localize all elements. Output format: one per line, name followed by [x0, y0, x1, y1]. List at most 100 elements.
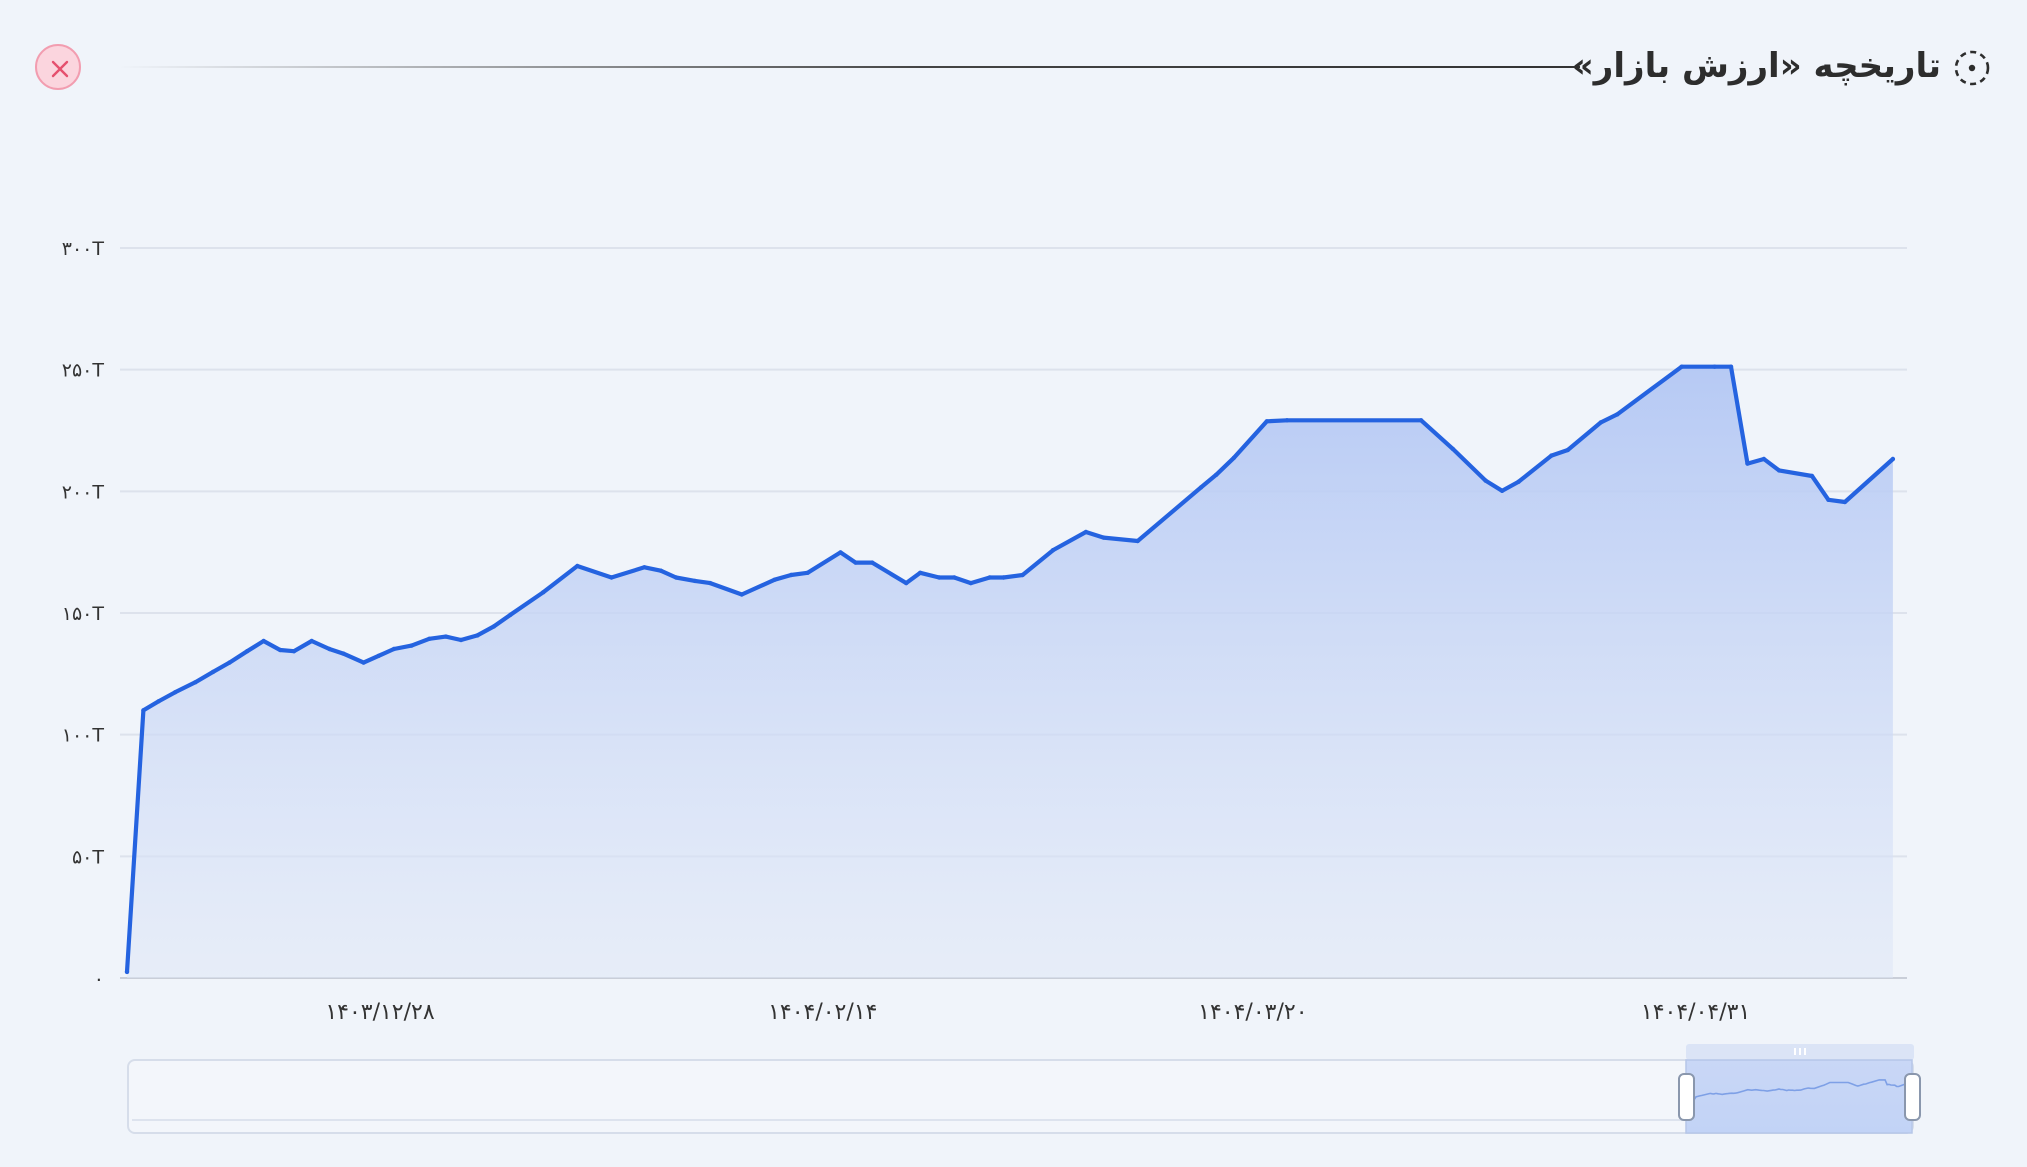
page-title: تاریخچه «ارزش بازار»	[1571, 46, 1941, 86]
data-point	[391, 646, 397, 652]
data-point	[838, 550, 843, 555]
y-tick-label: ۰	[94, 968, 104, 990]
data-point	[443, 634, 448, 639]
data-point	[904, 580, 909, 586]
x-tick-label: ۱۴۰۳/۱۲/۲۸	[325, 1000, 435, 1025]
x-tick-label: ۱۴۰۴/۰۳/۲۰	[1198, 1000, 1307, 1025]
close-icon	[51, 60, 69, 78]
navigator-series-line	[1693, 1079, 1905, 1101]
navigator-track	[127, 1059, 1914, 1134]
data-point	[1549, 453, 1554, 458]
y-tick-label: ۲۵۰T	[62, 360, 105, 382]
data-point	[475, 633, 480, 638]
data-point	[1745, 461, 1750, 466]
data-point	[1418, 418, 1424, 423]
data-point	[508, 612, 513, 618]
data-point	[245, 649, 250, 654]
data-point	[1776, 468, 1782, 473]
data-point	[427, 636, 432, 641]
data-point	[1842, 499, 1848, 505]
data-point	[261, 638, 266, 644]
series-area	[127, 366, 1893, 978]
data-point	[327, 646, 332, 652]
data-point	[210, 669, 216, 675]
data-point	[1615, 412, 1620, 417]
data-point	[193, 680, 198, 685]
navigator-handle-right[interactable]	[1904, 1073, 1921, 1121]
data-point	[869, 560, 875, 565]
data-point	[936, 575, 942, 580]
data-point	[708, 580, 713, 586]
data-point	[1761, 456, 1767, 462]
data-point	[1728, 364, 1734, 369]
data-point	[692, 578, 698, 584]
data-point	[987, 575, 992, 580]
data-point	[1826, 497, 1831, 502]
data-point	[1679, 364, 1684, 369]
data-point	[1083, 529, 1089, 535]
data-point	[968, 580, 973, 586]
data-point	[1264, 419, 1270, 424]
data-point	[739, 592, 744, 597]
data-point	[124, 969, 130, 975]
data-point	[853, 560, 858, 565]
close-button[interactable]	[35, 44, 81, 90]
chart-header: تاریخچه «ارزش بازار»	[0, 0, 2027, 130]
data-point	[1516, 479, 1521, 484]
data-point	[1598, 420, 1603, 425]
data-point	[458, 637, 464, 643]
navigator-selection[interactable]	[1685, 1059, 1913, 1134]
data-point	[1809, 473, 1815, 479]
y-axis: ۰ ۵۰T ۱۰۰T ۱۵۰T ۲۰۰T ۲۵۰T ۳۰۰T	[62, 238, 105, 990]
data-point	[1712, 364, 1717, 369]
data-point	[805, 570, 810, 575]
data-point	[309, 638, 314, 644]
data-point	[291, 649, 297, 654]
data-point	[1450, 446, 1455, 451]
y-tick-label: ۲۰۰T	[62, 481, 105, 503]
data-point	[952, 575, 957, 580]
data-point	[1020, 572, 1025, 578]
dashed-circle-icon	[1954, 50, 1990, 86]
series-points	[124, 364, 1896, 975]
data-point	[1499, 488, 1505, 493]
grip-handle-icon	[1794, 1048, 1806, 1055]
data-point	[409, 643, 414, 648]
x-tick-label: ۱۴۰۴/۰۴/۳۱	[1641, 1000, 1750, 1025]
y-tick-label: ۳۰۰T	[62, 238, 105, 260]
data-point	[376, 653, 381, 658]
data-point	[1050, 548, 1056, 553]
data-point	[1890, 456, 1896, 462]
data-point	[277, 647, 283, 653]
data-point	[361, 660, 366, 665]
data-point	[1198, 485, 1204, 490]
data-point	[1284, 418, 1290, 423]
x-tick-label: ۱۴۰۴/۰۲/۱۴	[768, 1000, 877, 1025]
y-tick-label: ۱۵۰T	[62, 603, 105, 625]
data-point	[541, 590, 546, 595]
x-axis: ۱۴۰۳/۱۲/۲۸ ۱۴۰۴/۰۲/۱۴ ۱۴۰۴/۰۳/۲۰ ۱۴۰۴/۰۴/۳۱	[325, 1000, 1750, 1025]
data-point	[141, 708, 146, 713]
data-point	[788, 572, 794, 578]
data-point	[1231, 455, 1237, 460]
data-point	[575, 563, 580, 569]
range-navigator[interactable]	[127, 1044, 1921, 1134]
data-point	[491, 624, 497, 629]
data-point	[658, 568, 663, 573]
data-point	[673, 575, 679, 580]
y-tick-label: ۱۰۰T	[62, 725, 105, 747]
data-point	[609, 575, 614, 580]
data-point	[772, 577, 777, 582]
data-point	[1565, 447, 1571, 453]
data-point	[156, 699, 161, 704]
data-point	[227, 660, 232, 665]
title-divider	[118, 66, 1580, 68]
data-point	[1001, 575, 1006, 580]
data-point	[642, 565, 647, 570]
data-point	[1135, 538, 1140, 544]
data-point	[1214, 472, 1219, 477]
data-point	[918, 570, 923, 575]
y-tick-label: ۵۰T	[72, 846, 104, 868]
navigator-handle-left[interactable]	[1678, 1073, 1695, 1121]
